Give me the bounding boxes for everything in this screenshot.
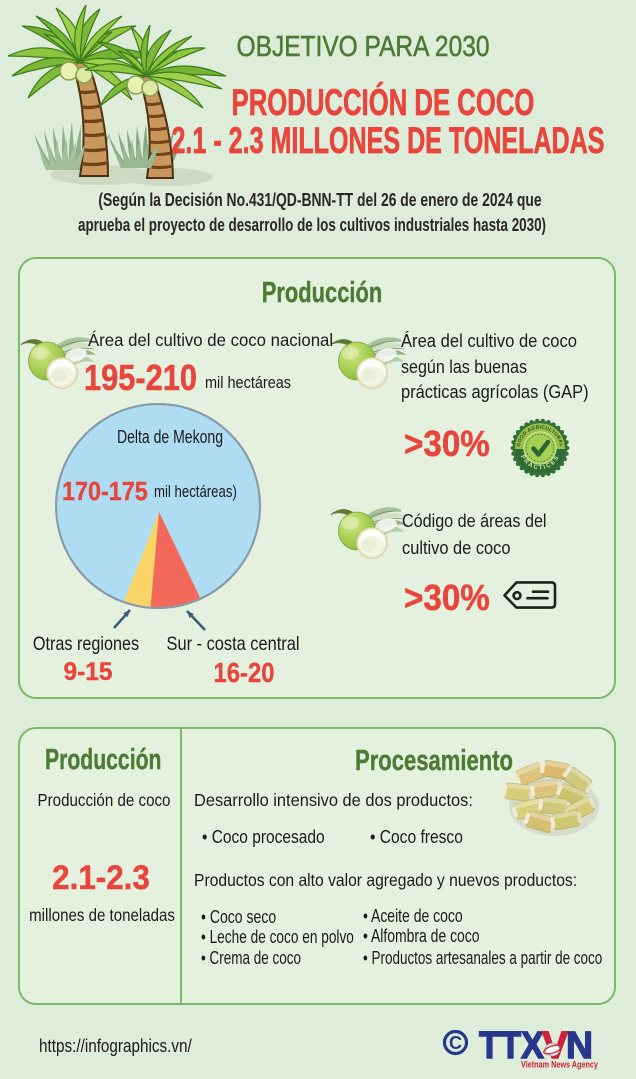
svg-text:N: N	[566, 1025, 593, 1067]
svg-text:TTX: TTX	[479, 1025, 545, 1067]
svg-text:C: C	[449, 1033, 462, 1053]
svg-text:Vietnam News Agency: Vietnam News Agency	[521, 1060, 599, 1071]
